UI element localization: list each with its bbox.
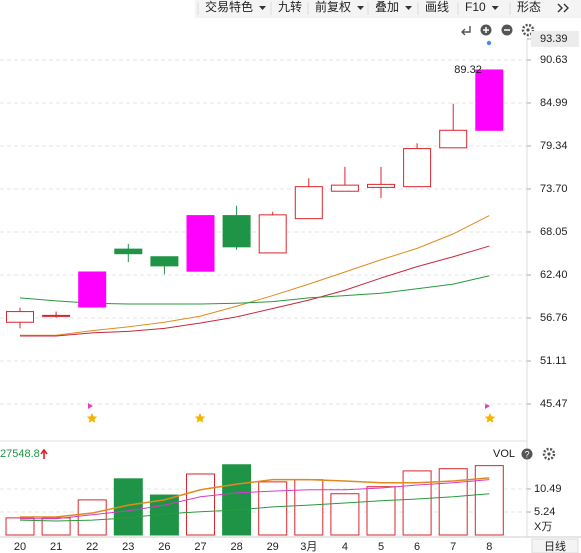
volume-bar xyxy=(294,479,324,536)
x-tick-label: 6 xyxy=(414,541,420,553)
toolbar-item[interactable]: 交易特色 xyxy=(205,0,253,14)
toolbar-bg xyxy=(195,0,581,18)
indicator-dot xyxy=(486,40,492,46)
y-tick-label: 90.63 xyxy=(540,54,568,66)
svg-text:?: ? xyxy=(524,449,529,459)
candle-body xyxy=(222,215,251,248)
settings-icon[interactable] xyxy=(521,23,535,37)
y-tick-label: 62.40 xyxy=(540,269,568,281)
candle-body xyxy=(403,148,432,188)
toolbar-item[interactable]: 画线 xyxy=(425,0,449,14)
volume-value: 27548.8 xyxy=(0,448,40,460)
candle-body xyxy=(475,69,504,131)
y-tick-label: 73.70 xyxy=(540,183,568,195)
candle-body xyxy=(150,256,179,267)
undo-icon[interactable] xyxy=(461,26,471,36)
candle-body xyxy=(330,184,359,192)
period-label[interactable]: 日线 xyxy=(544,539,566,553)
dropdown-caret xyxy=(357,6,365,10)
x-tick-label: 22 xyxy=(86,541,98,553)
volume-title: VOL xyxy=(493,448,515,460)
zoom-out-icon[interactable] xyxy=(501,24,513,36)
volume-average xyxy=(19,493,490,522)
moving-average xyxy=(20,215,490,336)
y-tick-label: 51.11 xyxy=(540,355,567,367)
volume-bar xyxy=(330,493,360,536)
x-tick-label: 28 xyxy=(230,541,242,553)
candle-body xyxy=(294,186,323,220)
x-tick-label: 23 xyxy=(122,541,134,553)
dropdown-caret xyxy=(491,6,499,10)
y-tick-label: 68.05 xyxy=(540,226,568,238)
toolbar-item[interactable]: 形态 xyxy=(517,0,541,14)
y-tick-label: 45.47 xyxy=(540,398,568,410)
volume-settings-icon[interactable] xyxy=(542,447,556,461)
volume-average xyxy=(20,479,490,520)
y-tick-label: 84.99 xyxy=(540,97,568,109)
volume-bar xyxy=(258,481,288,536)
x-tick-label: 26 xyxy=(158,541,170,553)
y-tick-label: 5.24 xyxy=(534,506,555,518)
candle-body xyxy=(258,214,287,254)
volume-bar xyxy=(438,468,468,536)
high-label: 89.32 xyxy=(454,64,482,76)
x-tick-label: 4 xyxy=(342,541,348,553)
volume-unit: X万 xyxy=(534,521,552,533)
x-tick-label: 21 xyxy=(50,541,62,553)
volume-bar xyxy=(402,470,432,536)
candle-body xyxy=(42,314,71,317)
toolbar-item[interactable]: 九转 xyxy=(278,0,302,14)
zoom-in-icon[interactable] xyxy=(480,24,492,36)
dropdown-caret xyxy=(259,6,267,10)
volume-bar xyxy=(366,486,396,536)
volume-bar xyxy=(41,517,71,536)
volume-bar xyxy=(474,465,504,536)
up-arrow xyxy=(40,448,48,459)
x-tick-label: 29 xyxy=(267,541,279,553)
candle-body xyxy=(78,271,107,308)
candle-body xyxy=(114,248,143,255)
candle-body xyxy=(367,183,395,188)
y-tick-label: 93.39 xyxy=(540,33,568,45)
expand-icon[interactable] xyxy=(557,3,569,13)
volume-average xyxy=(20,477,490,518)
help-icon[interactable]: ? xyxy=(521,448,533,460)
x-tick-label: 7 xyxy=(450,541,456,553)
candle-body xyxy=(439,129,468,149)
y-tick-label: 79.34 xyxy=(540,140,568,152)
candle-body xyxy=(186,215,215,272)
volume-bar xyxy=(77,499,107,536)
y-tick-label: 10.49 xyxy=(534,483,562,495)
volume-bar xyxy=(5,517,35,536)
period-box[interactable] xyxy=(531,538,579,553)
y-tick-label: 56.76 xyxy=(540,312,568,324)
candle-body xyxy=(6,311,34,323)
x-tick-label: 8 xyxy=(486,541,492,553)
x-tick-label: 3月 xyxy=(300,541,317,553)
toolbar-item[interactable]: F10 xyxy=(465,0,486,14)
x-tick-label: 20 xyxy=(14,541,26,553)
signal-markers xyxy=(86,403,496,423)
toolbar-item[interactable]: 叠加 xyxy=(375,0,399,14)
moving-average xyxy=(20,245,490,337)
toolbar-item[interactable]: 前复权 xyxy=(315,0,351,14)
x-tick-label: 27 xyxy=(194,541,206,553)
x-tick-label: 5 xyxy=(378,541,384,553)
toolbar: 交易特色 九转 前复权 叠加 画线 F10 形态 xyxy=(197,0,541,15)
volume-bar xyxy=(186,473,215,536)
last-price-bg xyxy=(531,30,579,47)
volume-bar xyxy=(222,464,252,536)
dropdown-caret xyxy=(405,6,413,10)
